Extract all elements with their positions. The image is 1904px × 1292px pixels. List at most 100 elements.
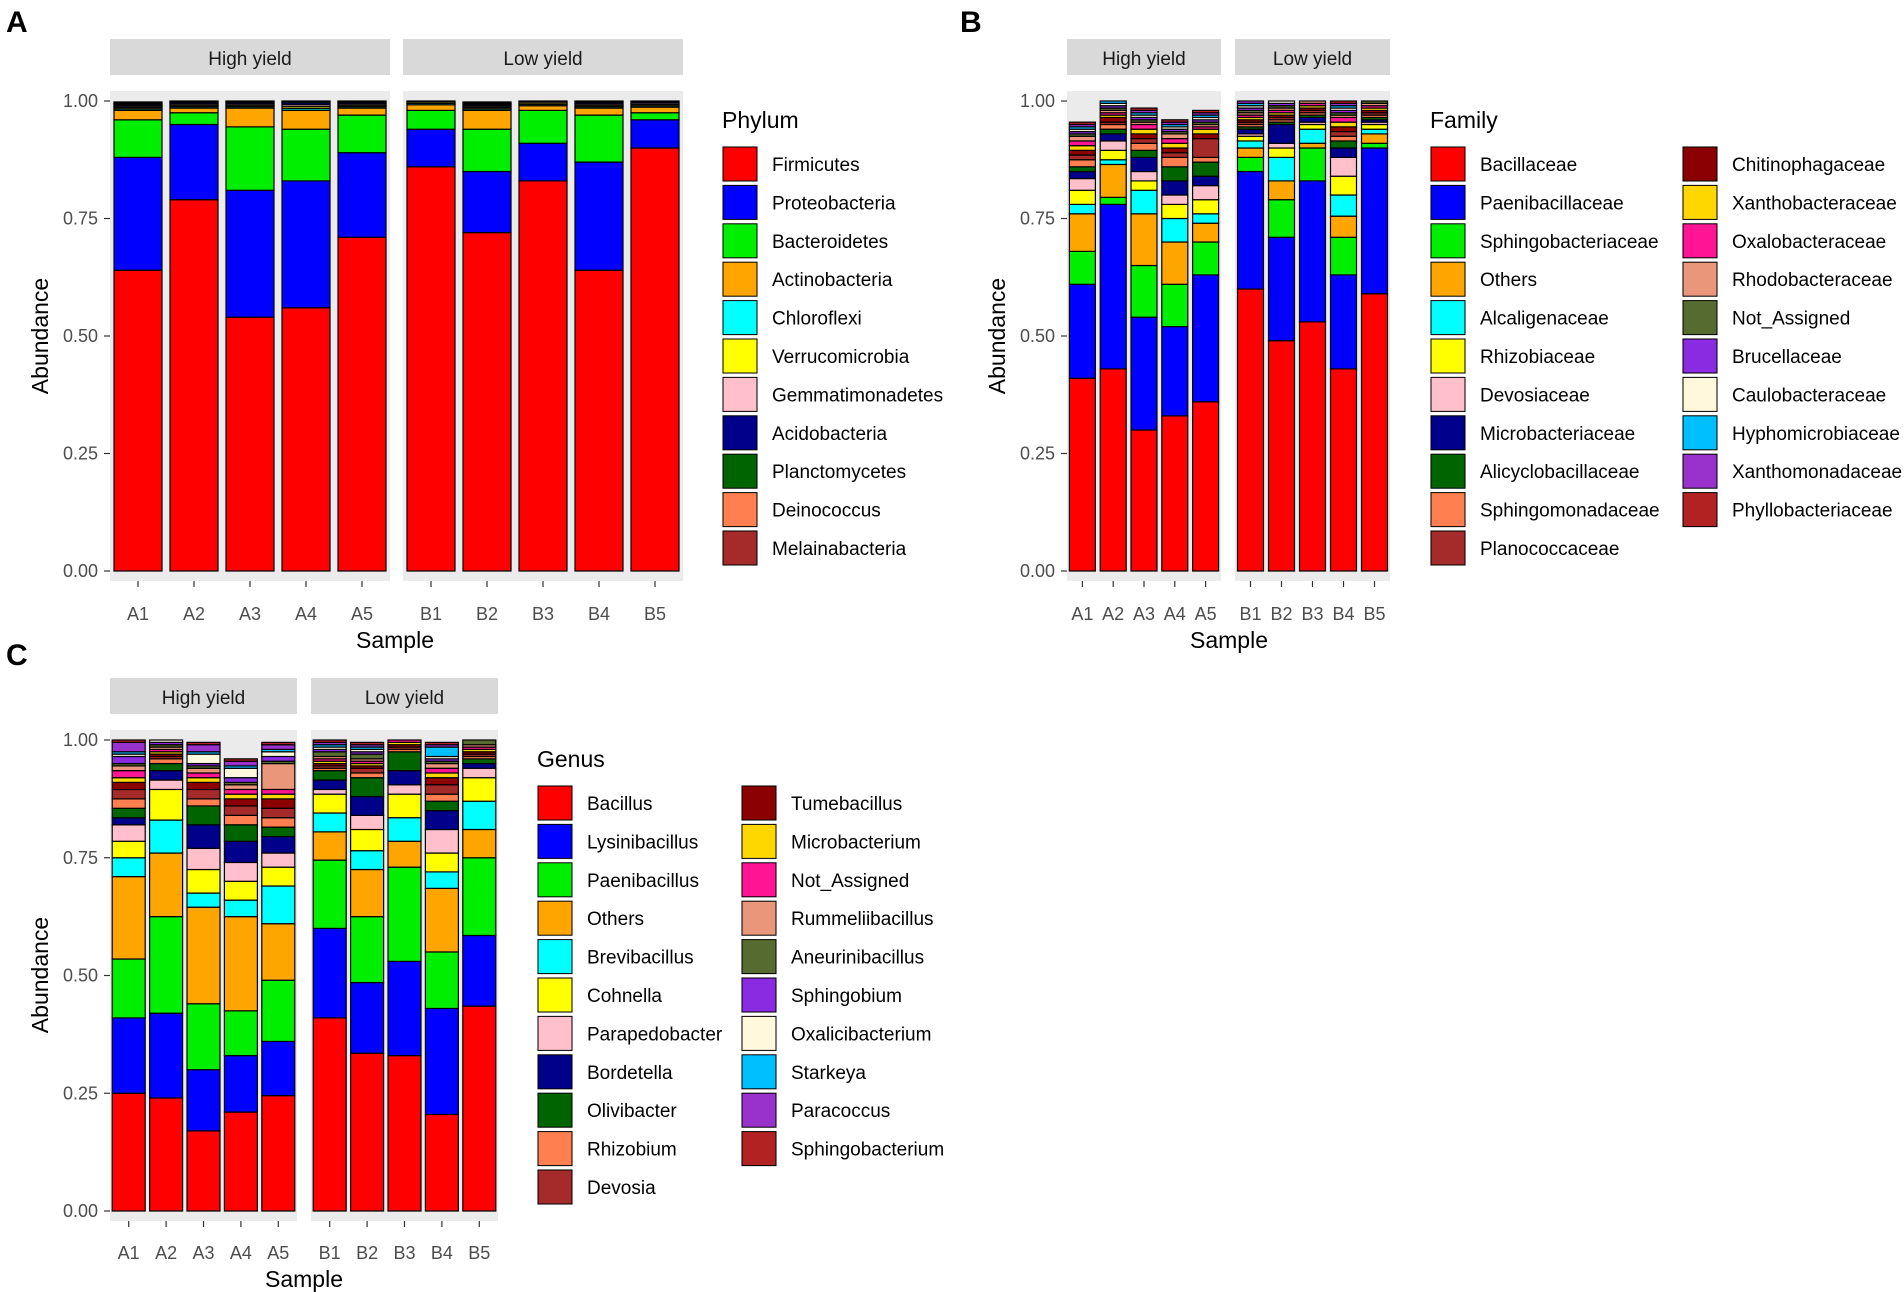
panel-c-bar-a3-oxalicibacterium	[186, 753, 221, 765]
panel-c-bar-a3-others	[186, 906, 221, 1005]
panel-c-bar-a4-paenibacillus	[223, 1010, 258, 1057]
panel-b-bar-a3-devosiaceae	[1130, 170, 1158, 182]
panel-c-bar-b4-lysinibacillus	[424, 1007, 459, 1116]
panel-b-facet-strip	[1235, 39, 1390, 75]
panel-b-bar-a3-sphingomonadaceae	[1130, 142, 1158, 151]
panel-a-legend-swatch-planctomycetes	[722, 453, 758, 489]
panel-b-facet-label: Low yield	[1273, 49, 1352, 70]
panel-b-legend-label-alicyclobacillaceae: Alicyclobacillaceae	[1480, 462, 1639, 483]
panel-c-bar-a1-tumebacillus	[111, 781, 146, 791]
panel-a-bar-a5-proteobacteria	[337, 152, 387, 238]
panel-c-bar-b4-parapedobacter	[424, 828, 459, 854]
panel-a-bar-b4-actinobacteria	[574, 107, 624, 116]
panel-c-bar-a1-rummeliibacillus	[111, 765, 146, 772]
panel-a-facet-label: Low yield	[503, 49, 582, 70]
panel-b-bar-a5-alicyclobacillaceae	[1191, 161, 1220, 177]
panel-c-y-tick-label: 0.00	[63, 1201, 98, 1221]
panel-b-bar-b5-rhizobiaceae	[1360, 123, 1389, 130]
panel-b-facet-strip	[1067, 39, 1221, 75]
panel-b-bar-a2-sphingobacteriaceae	[1099, 196, 1127, 206]
panel-c-bar-a5-cohnella	[261, 866, 296, 887]
panel-c-bar-a4-brevibacillus	[223, 899, 258, 918]
panel-b-legend-label-microbacteriaceae: Microbacteriaceae	[1480, 424, 1635, 445]
panel-c-bar-b3-cohnella	[387, 793, 422, 819]
panel-b-bar-a3-planococcaceae	[1130, 138, 1158, 144]
panel-c-bar-a2-rhizobium	[149, 758, 184, 765]
panel-c-bar-b4-tumebacillus	[424, 777, 459, 786]
panel-a-bar-a3-proteobacteria	[225, 189, 275, 318]
panel-a-y-tick-label: 0.00	[63, 561, 98, 581]
panel-b-bar-b3-sphingobacteriaceae	[1298, 147, 1327, 182]
panel-b-bar-b2-sphingobacteriaceae	[1267, 199, 1296, 238]
panel-b-legend-label-rhodobacteraceae: Rhodobacteraceae	[1732, 270, 1893, 291]
panel-c-bar-a5-tumebacillus	[261, 798, 296, 809]
panel-c-legend-swatch-devosia	[537, 1169, 573, 1205]
panel-c-legend-label-paracoccus: Paracoccus	[791, 1101, 890, 1122]
panel-b-bar-b5-sphingobacteriaceae	[1360, 142, 1389, 149]
panel-a-legend-swatch-verrucomicrobia	[722, 338, 758, 374]
panel-b-legend-label-devosiaceae: Devosiaceae	[1480, 385, 1590, 406]
panel-b-bar-b4-chitinophagaceae	[1329, 126, 1358, 133]
panel-c-bar-a5-others	[261, 923, 296, 981]
panel-c-y-tick-label: 0.75	[63, 848, 98, 868]
panel-c-bar-b4-paenibacillus	[424, 951, 459, 1010]
panel-b-legend-label-hyphomicrobiaceae: Hyphomicrobiaceae	[1732, 424, 1900, 445]
panel-a-bar-a5-bacteroidetes	[337, 114, 387, 154]
panel-b-legend-label-not-assigned: Not_Assigned	[1732, 309, 1850, 330]
panel-b-bar-a1-rhodobacteraceae	[1068, 135, 1097, 142]
panel-c-bar-a3-microbacterium	[186, 777, 221, 783]
panel-c-bar-a4-lysinibacillus	[223, 1054, 258, 1113]
panel-a-facet-label: High yield	[208, 49, 291, 70]
panel-c-facet-strip	[110, 678, 297, 714]
panel-b-y-tick-label: 0.50	[1020, 326, 1055, 346]
panel-a-bar-b1-gemmatimonadetes	[406, 100, 456, 103]
panel-b-bar-a5-bacillaceae	[1191, 401, 1220, 572]
panel-b-bar-b5-alcaligenaceae	[1360, 128, 1389, 135]
panel-c-bar-b4-microbacterium	[424, 772, 459, 779]
panel-b-bar-b4-others	[1329, 215, 1358, 238]
panel-c-x-tick-label-a2: A2	[155, 1243, 177, 1263]
panel-b-bar-a5-paenibacillaceae	[1191, 274, 1220, 403]
panel-c-bar-a5-brevibacillus	[261, 885, 296, 925]
panel-b-bar-b4-microbacteriaceae	[1329, 147, 1358, 158]
panel-b-bar-a2-others	[1099, 163, 1127, 198]
panel-c-bar-b4-others	[424, 887, 459, 953]
panel-b-bar-a4-paenibacillaceae	[1161, 326, 1189, 417]
panel-c-bar-b5-bacillus	[462, 1005, 497, 1212]
panel-c-x-tick-label-b5: B5	[468, 1243, 490, 1263]
panel-letter-c: C	[6, 639, 28, 672]
panel-a-legend-swatch-firmicutes	[722, 146, 758, 182]
panel-b-x-tick-label-b1: B1	[1239, 604, 1261, 624]
panel-b-bar-b4-paenibacillaceae	[1329, 274, 1358, 370]
panel-c-bar-a1-paracoccus	[111, 741, 146, 753]
panel-b-x-axis-title: Sample	[1190, 627, 1268, 653]
panel-b-bar-a4-devosiaceae	[1161, 194, 1189, 205]
panel-c-bar-a1-olivibacter	[111, 807, 146, 819]
panel-c-bar-a4-parapedobacter	[223, 861, 258, 882]
panel-c-bar-b3-bacillus	[387, 1054, 422, 1212]
panel-a-legend-label-firmicutes: Firmicutes	[772, 155, 860, 176]
panel-b-bar-b4-devosiaceae	[1329, 156, 1358, 177]
panel-b-bar-a4-alcaligenaceae	[1161, 217, 1189, 243]
panel-c-bar-a5-paenibacillus	[261, 979, 296, 1043]
panel-c-bar-a1-sphingobacterium	[111, 739, 146, 743]
panel-b-x-tick-label-a3: A3	[1133, 604, 1155, 624]
panel-c-legend-label-paenibacillus: Paenibacillus	[587, 871, 699, 892]
panel-c-y-tick-label: 1.00	[63, 730, 98, 750]
panel-a-bar-a1-proteobacteria	[113, 156, 163, 271]
panel-b-bar-a4-alicyclobacillaceae	[1161, 166, 1189, 182]
panel-b-bar-b4-bacillaceae	[1329, 368, 1358, 572]
panel-b-legend-label-sphingomonadaceae: Sphingomonadaceae	[1480, 501, 1660, 522]
panel-b-bar-a2-devosiaceae	[1099, 140, 1127, 151]
panel-c-legend-label-others: Others	[587, 909, 644, 930]
panel-c-bar-a5-rummeliibacillus	[261, 762, 296, 791]
panel-a-bar-b3-proteobacteria	[518, 142, 568, 182]
panel-c-bar-b2-lysinibacillus	[350, 981, 385, 1054]
panel-b-legend-swatch-planococcaceae	[1430, 530, 1466, 566]
panel-b-bar-a4-microbacteriaceae	[1161, 180, 1189, 196]
panel-c-bar-a2-lysinibacillus	[149, 1012, 184, 1099]
panel-c-x-tick-label-a4: A4	[230, 1243, 252, 1263]
panel-c-bar-b3-bordetella	[387, 770, 422, 786]
panel-b-bar-a5-xanthobacteraceae	[1191, 128, 1220, 135]
panel-b-legend-swatch-caulobacteraceae	[1682, 376, 1718, 412]
